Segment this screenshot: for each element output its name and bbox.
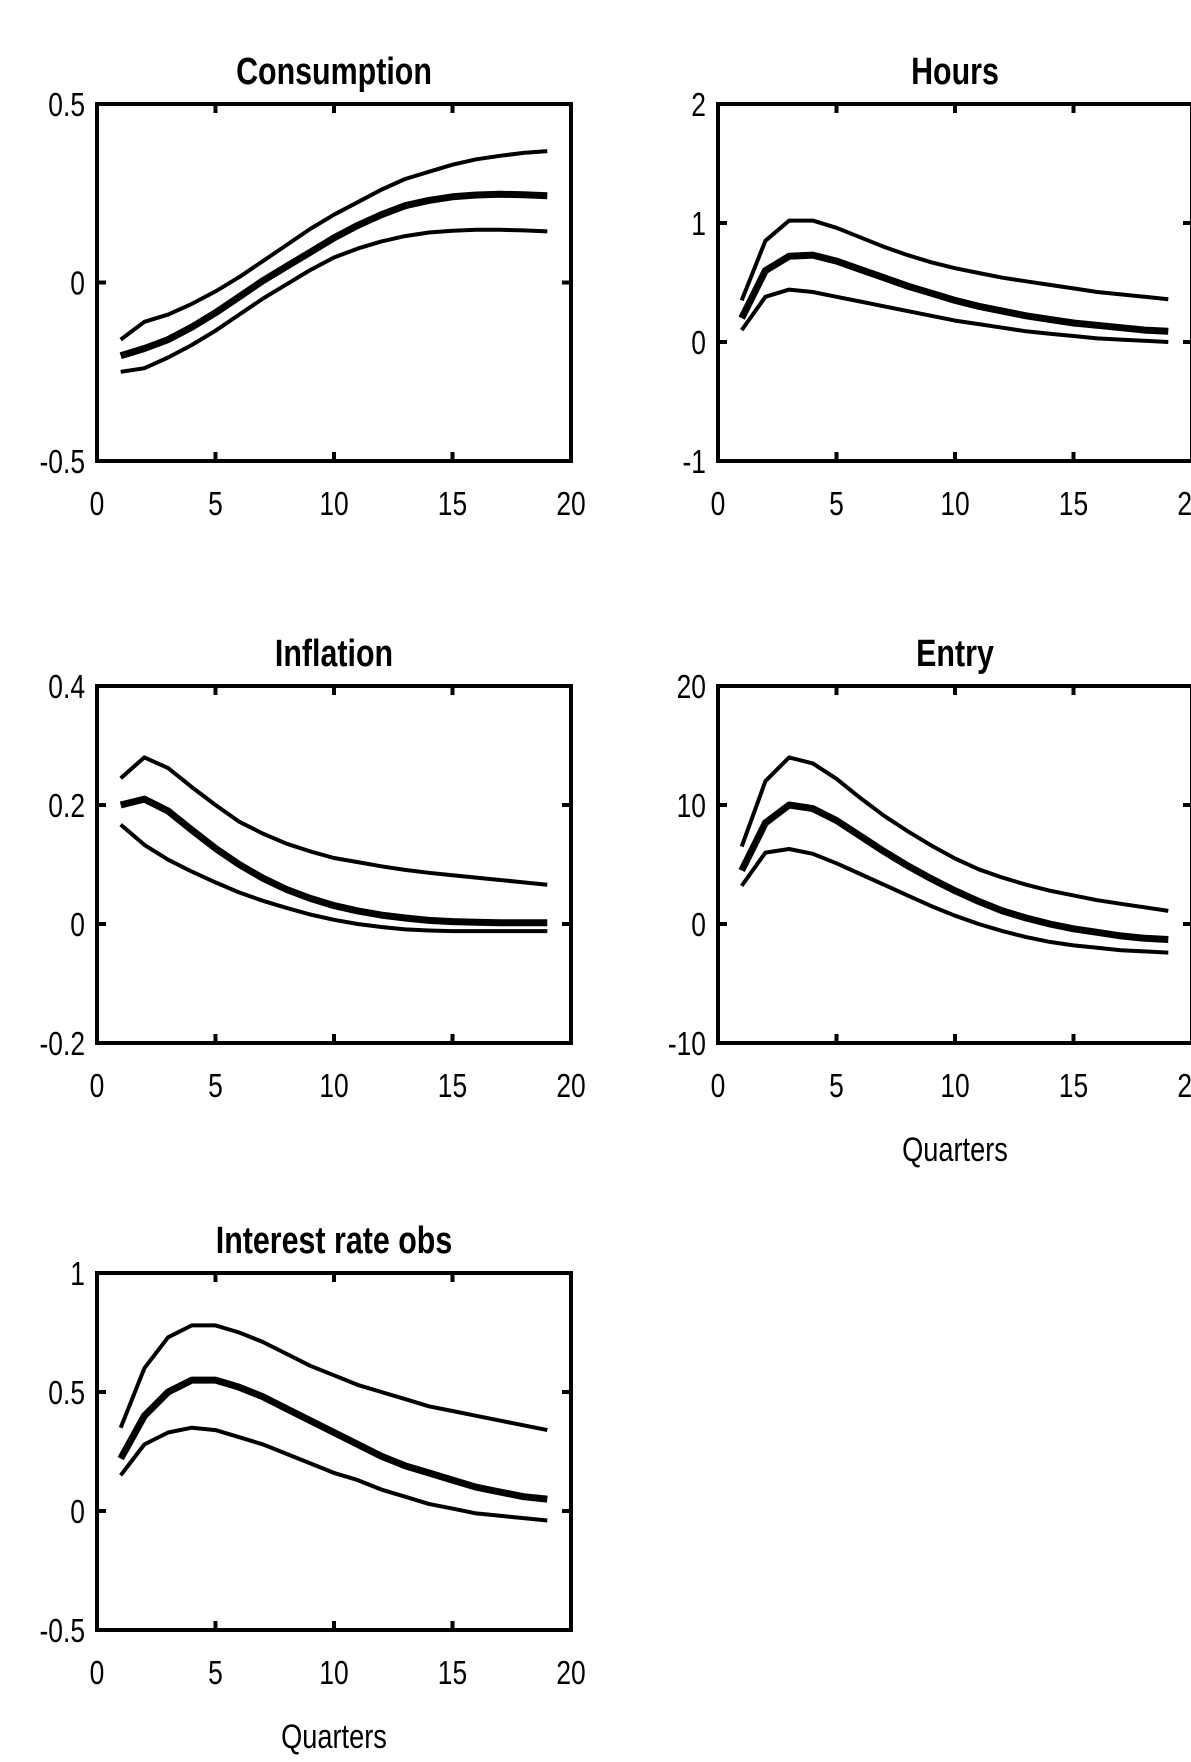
x-tick-label: 10 (319, 486, 348, 522)
series-line-3 (119, 823, 548, 934)
x-tick-label: 20 (556, 1068, 585, 1104)
panel-title: Hours (911, 51, 999, 93)
x-tick-label: 20 (556, 1655, 585, 1691)
series-line-2 (119, 190, 548, 360)
series-line-1 (119, 149, 548, 342)
y-tick-label: 0.5 (48, 87, 85, 123)
series-line-3 (119, 1425, 548, 1523)
x-tick-label: 10 (940, 486, 969, 522)
y-tick-label: -10 (668, 1026, 706, 1062)
x-tick-label: 20 (556, 486, 585, 522)
x-tick-label: 5 (829, 486, 844, 522)
y-tick-label: 0 (70, 1494, 85, 1530)
y-tick-label: 1 (691, 206, 706, 242)
series-line-2 (738, 251, 1169, 335)
x-axis-label: Quarters (902, 1130, 1008, 1169)
series-line-2 (738, 801, 1169, 943)
y-tick-label: 2 (691, 87, 706, 123)
x-tick-label: 0 (90, 486, 105, 522)
panel-title: Consumption (236, 51, 432, 93)
y-tick-label: -0.5 (40, 444, 85, 480)
axes-box (716, 684, 1191, 1045)
y-tick-label: 0.4 (48, 669, 85, 705)
axes-box (716, 102, 1191, 463)
y-tick-label: 0 (691, 325, 706, 361)
y-tick-label: 20 (677, 669, 706, 705)
series-line-1 (119, 755, 548, 887)
series-line-3 (740, 287, 1169, 344)
x-axis-label: Quarters (281, 1717, 387, 1756)
x-tick-label: 10 (319, 1068, 348, 1104)
x-tick-label: 5 (208, 1068, 223, 1104)
series-line-1 (118, 1323, 548, 1433)
x-tick-label: 0 (711, 1068, 726, 1104)
x-tick-label: 0 (90, 1068, 105, 1104)
x-tick-label: 15 (438, 1068, 467, 1104)
y-tick-label: 0.5 (48, 1375, 85, 1411)
series-line-2 (119, 795, 548, 927)
y-tick-label: 0 (691, 907, 706, 943)
axes-box (95, 684, 573, 1045)
x-tick-label: 20 (1177, 1068, 1191, 1104)
series-line-3 (740, 847, 1169, 955)
x-tick-label: 15 (1059, 486, 1088, 522)
y-tick-label: -0.5 (40, 1613, 85, 1649)
panel-title: Inflation (275, 633, 393, 675)
y-tick-label: -1 (683, 444, 706, 480)
x-tick-label: 15 (438, 1655, 467, 1691)
x-tick-label: 15 (438, 486, 467, 522)
x-tick-label: 0 (711, 486, 726, 522)
y-tick-label: -0.2 (40, 1026, 85, 1062)
x-tick-label: 5 (208, 486, 223, 522)
x-tick-label: 10 (319, 1655, 348, 1691)
y-tick-label: 1 (70, 1256, 85, 1292)
y-tick-label: 0 (70, 266, 85, 302)
y-tick-label: 10 (677, 788, 706, 824)
series-line-1 (739, 218, 1169, 302)
series-line-1 (739, 755, 1169, 913)
panel-title: Entry (916, 633, 994, 675)
y-tick-label: 0.2 (48, 788, 85, 824)
x-tick-label: 10 (940, 1068, 969, 1104)
x-tick-label: 15 (1059, 1068, 1088, 1104)
x-tick-label: 5 (829, 1068, 844, 1104)
axes-box (95, 1271, 573, 1632)
series-line-3 (120, 227, 548, 374)
x-tick-label: 5 (208, 1655, 223, 1691)
y-tick-label: 0 (70, 907, 85, 943)
panel-title: Interest rate obs (216, 1220, 453, 1262)
x-tick-label: 0 (90, 1655, 105, 1691)
series-line-2 (117, 1376, 548, 1503)
x-tick-label: 20 (1177, 486, 1191, 522)
